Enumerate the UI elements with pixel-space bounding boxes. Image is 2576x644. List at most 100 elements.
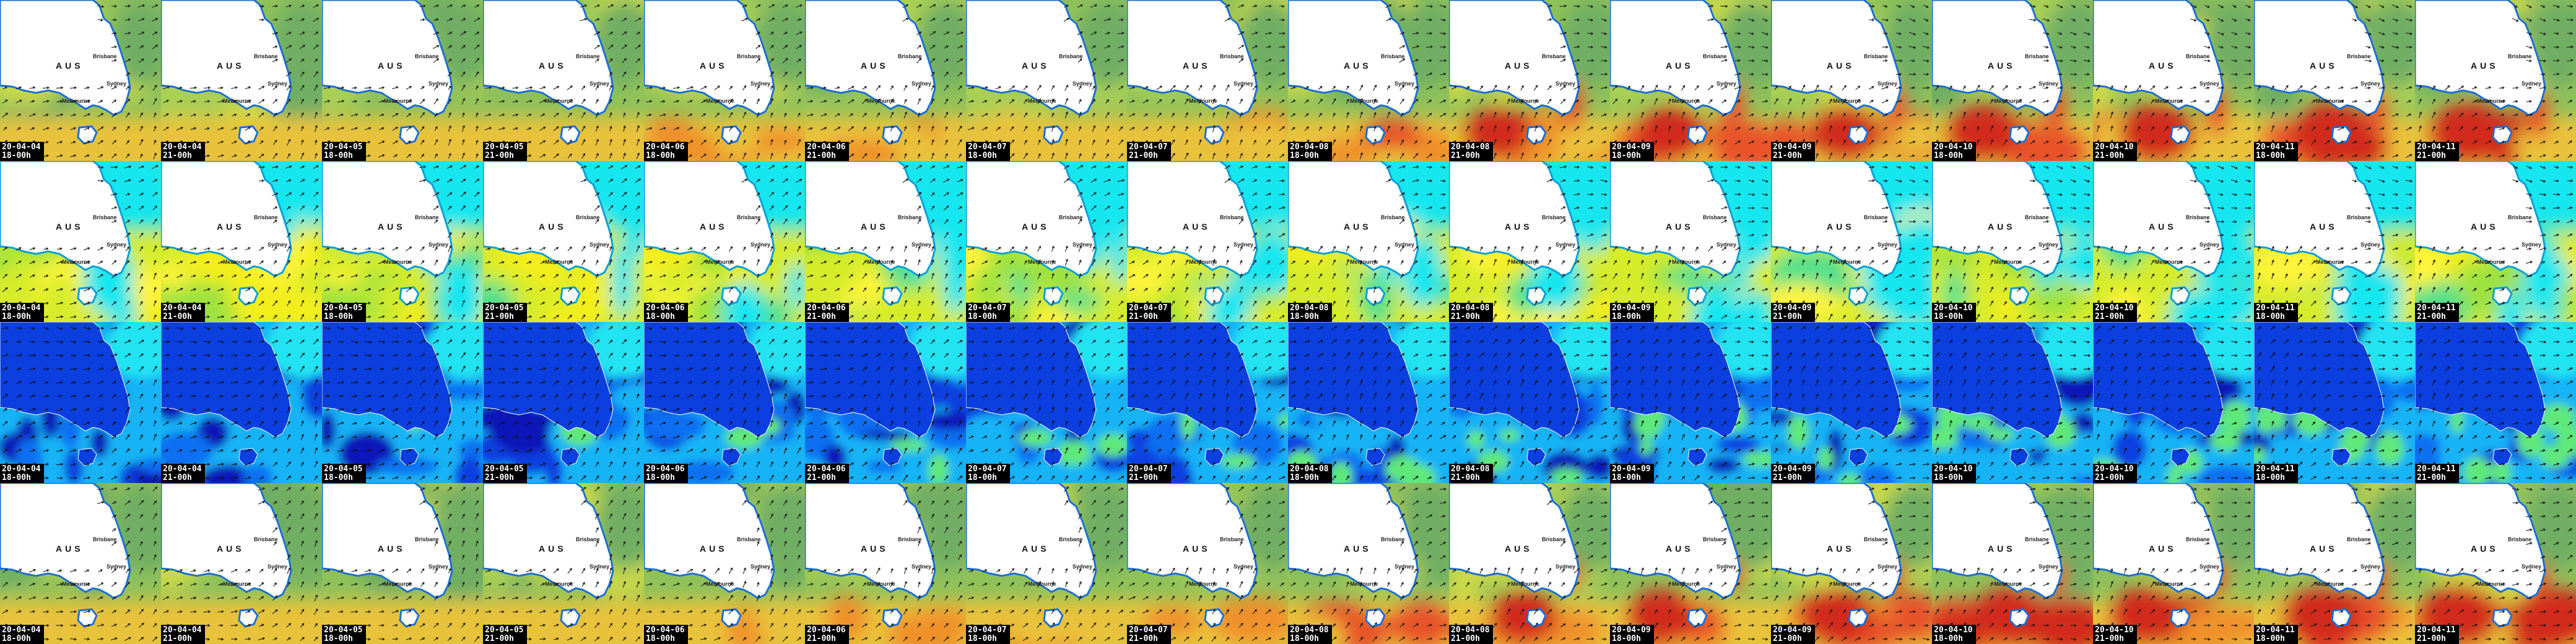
map-tile[interactable]: AUS Brisbane Sydney Melbourne 20-04-11 21-00h <box>2415 483 2576 644</box>
forecast-hour: 21-00h <box>2417 312 2446 321</box>
map-tile[interactable]: 20-04-04 18-00h <box>0 322 161 483</box>
map-tile[interactable]: 20-04-08 18-00h <box>1288 322 1449 483</box>
wind-arrows <box>1289 325 1447 481</box>
timestamp-stamp: 20-04-08 21-00h <box>1449 303 1493 322</box>
map-tile[interactable]: AUS Brisbane Sydney Melbourne 20-04-05 21-00h <box>483 161 644 322</box>
map-tile[interactable]: AUS Brisbane Sydney Melbourne 20-04-11 21-00h <box>2415 161 2576 322</box>
map-tile[interactable]: 20-04-09 18-00h <box>1610 322 1771 483</box>
map-tile[interactable]: AUS Brisbane Sydney Melbourne 20-04-05 21-00h <box>483 483 644 644</box>
map-tile[interactable]: AUS Brisbane Sydney Melbourne 20-04-10 18-00h <box>1932 483 2093 644</box>
map-tile[interactable]: AUS Brisbane Sydney Melbourne 20-04-08 21-00h <box>1449 483 1610 644</box>
map-tile[interactable]: 20-04-10 18-00h <box>1932 322 2093 483</box>
map-tile[interactable]: AUS Brisbane Sydney Melbourne 20-04-10 18-00h <box>1932 0 2093 161</box>
map-tile[interactable]: 20-04-11 21-00h <box>2415 322 2576 483</box>
timestamp-stamp: 20-04-07 21-00h <box>1127 142 1171 161</box>
landmass-outline <box>161 483 292 599</box>
map-tile[interactable]: AUS Brisbane Sydney Melbourne 20-04-09 18-00h <box>1610 0 1771 161</box>
landmass-outline <box>2254 322 2385 438</box>
country-label: AUS <box>2471 544 2499 554</box>
city-label: Brisbane <box>898 53 922 59</box>
map-tile[interactable]: AUS Brisbane Sydney Melbourne 20-04-08 21-00h <box>1449 0 1610 161</box>
map-tile[interactable]: AUS Brisbane Sydney Melbourne 20-04-06 18-00h <box>644 483 805 644</box>
map-tile[interactable]: AUS Brisbane Sydney Melbourne 20-04-07 18-00h <box>966 483 1127 644</box>
city-label: Melbourne <box>1028 259 1056 265</box>
map-tile[interactable]: AUS Brisbane Sydney Melbourne 20-04-10 18-00h <box>1932 161 2093 322</box>
map-tile[interactable]: AUS Brisbane Sydney Melbourne 20-04-11 18-00h <box>2254 161 2415 322</box>
city-label: Brisbane <box>254 536 278 542</box>
map-tile[interactable]: AUS Brisbane Sydney Melbourne 20-04-09 21-00h <box>1771 0 1932 161</box>
map-tile[interactable]: AUS Brisbane Sydney Melbourne 20-04-09 18-00h <box>1610 161 1771 322</box>
map-tile[interactable]: AUS Brisbane Sydney Melbourne 20-04-08 18-00h <box>1288 483 1449 644</box>
map-tile[interactable]: 20-04-05 18-00h <box>322 322 483 483</box>
map-tile[interactable]: AUS Brisbane Sydney Melbourne 20-04-07 21-00h <box>1127 483 1288 644</box>
wind-arrows <box>1773 4 1930 160</box>
map-tile[interactable]: AUS Brisbane Sydney Melbourne 20-04-06 18-00h <box>644 0 805 161</box>
map-tile[interactable]: AUS Brisbane Sydney Melbourne 20-04-05 18-00h <box>322 483 483 644</box>
country-label: AUS <box>1827 222 1855 232</box>
wind-arrows <box>2096 165 2252 320</box>
city-label: Melbourne <box>1994 259 2022 265</box>
map-tile[interactable]: AUS Brisbane Sydney Melbourne 20-04-05 18-00h <box>322 0 483 161</box>
map-tile[interactable]: AUS Brisbane Sydney Melbourne 20-04-09 18-00h <box>1610 483 1771 644</box>
map-tile[interactable]: AUS Brisbane Sydney Melbourne 20-04-07 21-00h <box>1127 0 1288 161</box>
city-label: Brisbane <box>1059 53 1083 59</box>
map-tile[interactable]: 20-04-06 21-00h <box>805 322 966 483</box>
city-label: Sydney <box>2522 564 2542 570</box>
map-tile[interactable]: AUS Brisbane Sydney Melbourne 20-04-10 21-00h <box>2093 0 2254 161</box>
forecast-date: 20-04-07 <box>968 464 1007 474</box>
map-tile[interactable]: AUS Brisbane Sydney Melbourne 20-04-04 21-00h <box>161 483 322 644</box>
map-tile[interactable]: AUS Brisbane Sydney Melbourne 20-04-04 18-00h <box>0 161 161 322</box>
map-tile[interactable]: 20-04-07 18-00h <box>966 322 1127 483</box>
map-tile[interactable]: AUS Brisbane Sydney Melbourne 20-04-08 18-00h <box>1288 161 1449 322</box>
forecast-field <box>1449 322 1610 483</box>
map-tile[interactable]: AUS Brisbane Sydney Melbourne 20-04-11 18-00h <box>2254 0 2415 161</box>
wind-arrows <box>806 486 964 642</box>
map-tile[interactable]: AUS Brisbane Sydney Melbourne 20-04-09 21-00h <box>1771 161 1932 322</box>
map-tile[interactable]: 20-04-05 21-00h <box>483 322 644 483</box>
map-tile[interactable]: 20-04-09 21-00h <box>1771 322 1932 483</box>
map-tile[interactable]: 20-04-04 21-00h <box>161 322 322 483</box>
map-tile[interactable]: AUS Brisbane Sydney Melbourne 20-04-04 18-00h <box>0 483 161 644</box>
map-tile[interactable]: AUS Brisbane Sydney Melbourne 20-04-11 21-00h <box>2415 0 2576 161</box>
map-tile[interactable]: AUS Brisbane Sydney Melbourne 20-04-07 18-00h <box>966 161 1127 322</box>
timestamp-stamp: 20-04-09 18-00h <box>1610 303 1654 322</box>
map-tile[interactable]: AUS Brisbane Sydney Melbourne 20-04-05 21-00h <box>483 0 644 161</box>
timestamp-stamp: 20-04-06 21-00h <box>805 625 849 644</box>
country-label: AUS <box>1183 61 1211 71</box>
map-tile[interactable]: AUS Brisbane Sydney Melbourne 20-04-04 21-00h <box>161 0 322 161</box>
map-tile[interactable]: 20-04-06 18-00h <box>644 322 805 483</box>
map-tile[interactable]: AUS Brisbane Sydney Melbourne 20-04-05 18-00h <box>322 161 483 322</box>
forecast-hour: 18-00h <box>2256 473 2285 482</box>
map-tile[interactable]: AUS Brisbane Sydney Melbourne 20-04-08 18-00h <box>1288 0 1449 161</box>
country-label: AUS <box>539 222 567 232</box>
map-tile[interactable]: AUS Brisbane Sydney Melbourne 20-04-11 18-00h <box>2254 483 2415 644</box>
map-tile[interactable]: 20-04-10 21-00h <box>2093 322 2254 483</box>
timestamp-stamp: 20-04-05 21-00h <box>483 142 527 161</box>
country-label: AUS <box>1344 61 1372 71</box>
map-tile[interactable]: AUS Brisbane Sydney Melbourne 20-04-07 18-00h <box>966 0 1127 161</box>
map-tile[interactable]: AUS Brisbane Sydney Melbourne 20-04-10 21-00h <box>2093 483 2254 644</box>
map-tile[interactable]: 20-04-07 21-00h <box>1127 322 1288 483</box>
city-label: Sydney <box>1556 564 1576 570</box>
map-tile[interactable]: AUS Brisbane Sydney Melbourne 20-04-10 21-00h <box>2093 161 2254 322</box>
map-tile[interactable]: AUS Brisbane Sydney Melbourne 20-04-04 18-00h <box>0 0 161 161</box>
map-tile[interactable]: AUS Brisbane Sydney Melbourne 20-04-06 18-00h <box>644 161 805 322</box>
forecast-date: 20-04-11 <box>2417 464 2456 474</box>
forecast-field <box>1610 483 1771 644</box>
map-tile[interactable]: AUS Brisbane Sydney Melbourne 20-04-08 21-00h <box>1449 161 1610 322</box>
map-tile[interactable]: AUS Brisbane Sydney Melbourne 20-04-04 21-00h <box>161 161 322 322</box>
landmass-outline <box>0 483 131 599</box>
tasmania-outline <box>2492 125 2513 145</box>
country-label: AUS <box>1344 222 1372 232</box>
forecast-field <box>0 483 161 644</box>
map-tile[interactable]: AUS Brisbane Sydney Melbourne 20-04-06 21-00h <box>805 0 966 161</box>
country-label: AUS <box>2149 61 2177 71</box>
map-tile[interactable]: AUS Brisbane Sydney Melbourne 20-04-07 21-00h <box>1127 161 1288 322</box>
map-tile[interactable]: AUS Brisbane Sydney Melbourne 20-04-06 21-00h <box>805 483 966 644</box>
map-tile[interactable]: AUS Brisbane Sydney Melbourne 20-04-06 21-00h <box>805 161 966 322</box>
map-tile[interactable]: AUS Brisbane Sydney Melbourne 20-04-09 21-00h <box>1771 483 1932 644</box>
country-label: AUS <box>217 61 245 71</box>
map-tile[interactable]: 20-04-11 18-00h <box>2254 322 2415 483</box>
map-tile[interactable]: 20-04-08 21-00h <box>1449 322 1610 483</box>
forecast-field <box>1771 322 1932 483</box>
